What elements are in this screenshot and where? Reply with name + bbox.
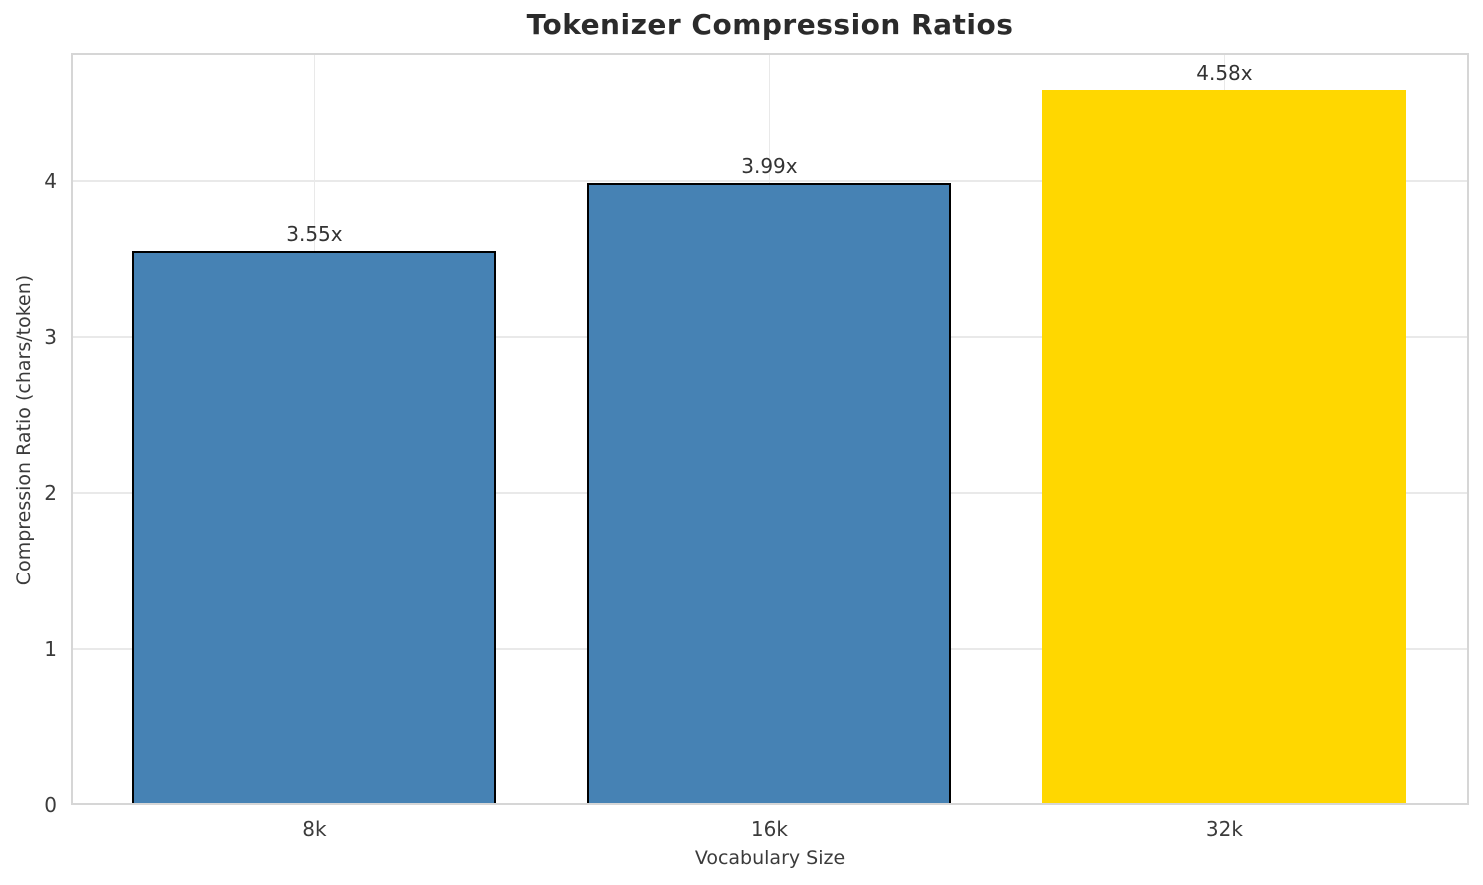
x-tick-32k: 32k — [1205, 817, 1243, 841]
plot-area: 3.55x 3.99x 4.58x — [71, 53, 1469, 805]
bar-value-label-16k: 3.99x — [741, 153, 798, 178]
bar-value-label-32k: 4.58x — [1196, 61, 1253, 86]
chart-title: Tokenizer Compression Ratios — [526, 8, 1014, 41]
y-tick-0: 0 — [44, 793, 57, 817]
bar-32k — [1042, 90, 1407, 805]
x-axis-label: Vocabulary Size — [694, 847, 846, 869]
bar-16k — [587, 182, 952, 805]
x-tick-8k: 8k — [302, 817, 327, 841]
bar-8k — [132, 251, 497, 805]
x-tick-16k: 16k — [750, 817, 788, 841]
y-axis-label: Compression Ratio (chars/token) — [13, 274, 35, 586]
gridline-horizontal-4 — [71, 180, 1469, 182]
bar-value-label-8k: 3.55x — [286, 222, 343, 247]
